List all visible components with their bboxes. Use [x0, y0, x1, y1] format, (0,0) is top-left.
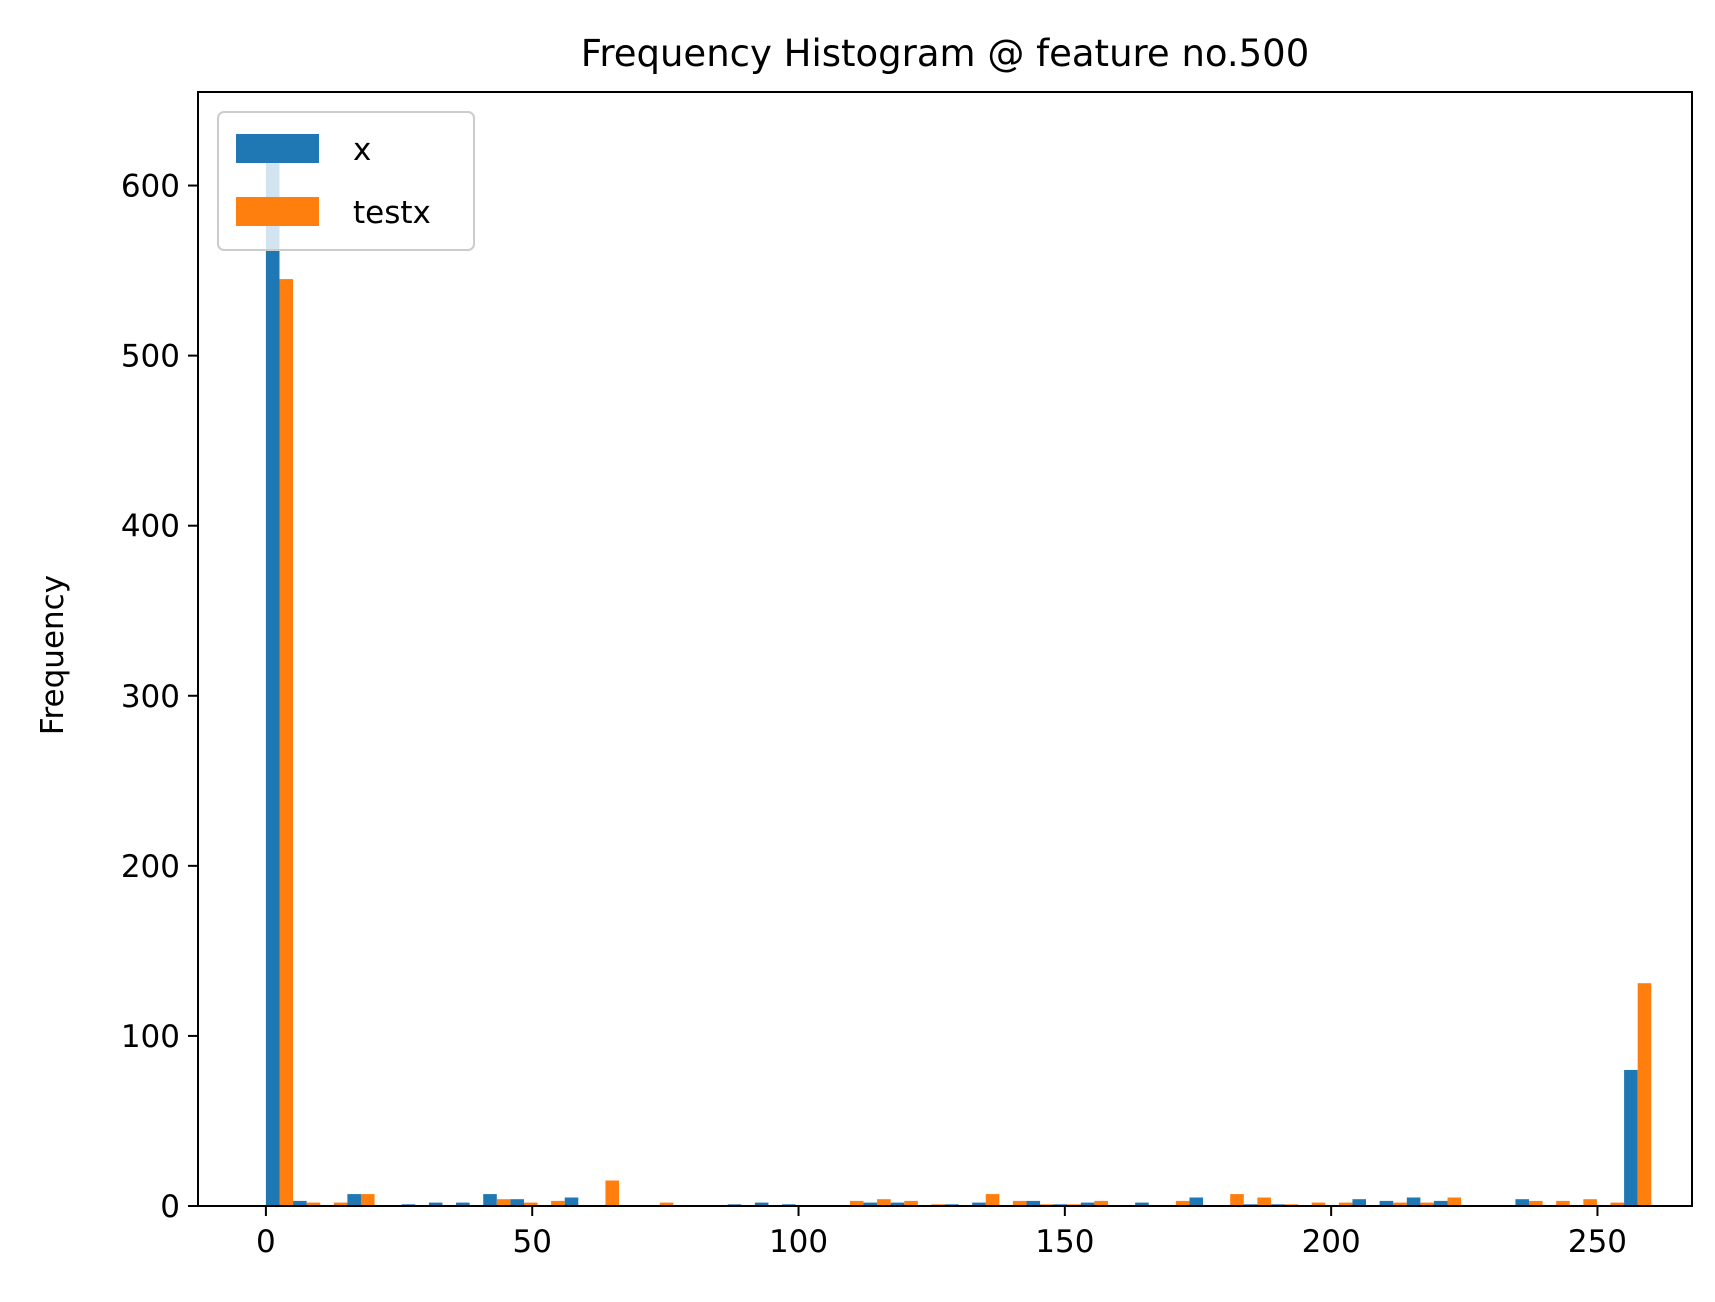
bar-x-40: [1352, 1199, 1367, 1206]
bar-x-26: [972, 1202, 986, 1206]
bar-x-32: [1135, 1202, 1149, 1206]
tick-layer: 0 50 100 150 200 250 0 100 200 300 400 500 600: [121, 169, 1627, 1260]
bar-testx-30: [1094, 1200, 1108, 1206]
bar-testx-1: [306, 1202, 321, 1206]
bar-x-6: [428, 1202, 443, 1206]
x-tick-label-3: 150: [1035, 1224, 1094, 1260]
y-tick-label-1: 100: [121, 1019, 180, 1055]
bar-testx-14: [659, 1202, 674, 1206]
bar-x-0: [265, 160, 280, 1207]
legend-swatch-testx: [236, 197, 319, 226]
plot-frame: [197, 91, 1693, 1207]
legend: x testx: [217, 111, 475, 251]
bar-testx-8: [496, 1199, 511, 1206]
y-tick-label-0: 0: [160, 1189, 180, 1225]
x-tick-label-2: 100: [769, 1224, 828, 1260]
legend-swatch-x: [236, 134, 319, 163]
bar-testx-21: [849, 1200, 864, 1206]
legend-label-x: x: [353, 132, 371, 168]
bar-x-22: [863, 1202, 878, 1206]
bar-x-18: [754, 1202, 769, 1206]
bar-testx-41: [1393, 1202, 1407, 1206]
bar-testx-10: [551, 1200, 565, 1206]
legend-box: [217, 111, 475, 251]
bar-testx-35: [1230, 1194, 1244, 1206]
y-tick-label-2: 200: [121, 849, 180, 885]
bar-testx-48: [1583, 1199, 1597, 1206]
bar-testx-42: [1420, 1202, 1434, 1206]
bar-testx-26: [985, 1194, 1000, 1206]
y-tick-label-4: 400: [121, 509, 180, 545]
bar-testx-3: [360, 1194, 375, 1206]
x-tick-label-1: 50: [512, 1224, 551, 1260]
x-tick-label-5: 250: [1568, 1224, 1627, 1260]
y-tick-label-6: 600: [121, 169, 180, 205]
y-tick-label-5: 500: [121, 339, 180, 375]
bar-x-50: [1624, 1069, 1638, 1206]
bar-testx-12: [605, 1180, 620, 1206]
bar-testx-36: [1257, 1197, 1271, 1206]
bar-x-43: [1433, 1200, 1448, 1206]
bar-testx-38: [1311, 1202, 1326, 1206]
bar-testx-39: [1338, 1202, 1353, 1206]
bar-testx-22: [877, 1199, 891, 1206]
bar-testx-0: [279, 279, 294, 1206]
bar-layer: [265, 160, 1652, 1207]
x-tick-label-0: 0: [256, 1224, 276, 1260]
bar-x-42: [1406, 1197, 1421, 1206]
bar-x-7: [456, 1202, 470, 1206]
bar-testx-2: [333, 1202, 348, 1206]
bar-x-1: [293, 1200, 307, 1206]
bar-x-30: [1080, 1202, 1095, 1206]
bar-x-3: [347, 1194, 361, 1206]
y-tick-label-3: 300: [121, 679, 180, 715]
bar-x-8: [483, 1194, 497, 1206]
bar-x-28: [1026, 1200, 1041, 1206]
bar-x-11: [564, 1197, 579, 1206]
bar-testx-33: [1175, 1200, 1190, 1206]
bar-testx-23: [904, 1200, 918, 1206]
bar-testx-43: [1447, 1197, 1462, 1206]
bar-x-41: [1379, 1200, 1394, 1206]
bar-x-9: [510, 1199, 524, 1206]
bar-testx-49: [1610, 1202, 1625, 1206]
bar-testx-46: [1529, 1200, 1543, 1206]
x-tick-label-4: 200: [1302, 1224, 1361, 1260]
y-axis-label: Frequency: [35, 575, 71, 735]
bar-x-23: [890, 1202, 905, 1206]
bar-x-34: [1189, 1197, 1204, 1206]
bar-testx-9: [523, 1202, 538, 1206]
bar-testx-47: [1556, 1200, 1570, 1206]
bar-testx-50: [1637, 983, 1652, 1206]
bar-testx-27: [1012, 1200, 1027, 1206]
legend-label-testx: testx: [353, 195, 431, 231]
chart-title: Frequency Histogram @ feature no.500: [581, 32, 1310, 75]
bar-x-46: [1515, 1199, 1530, 1206]
